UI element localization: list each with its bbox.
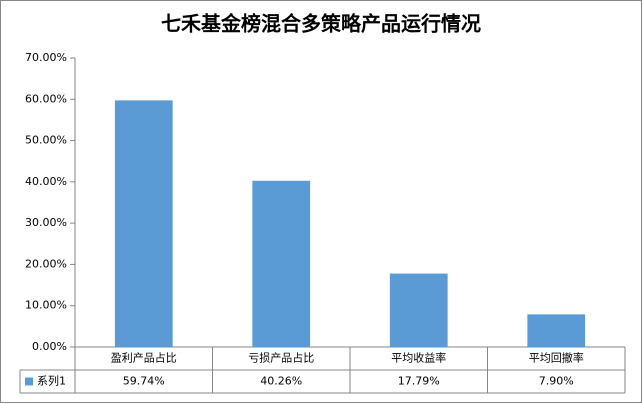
x-tick-label: 平均收益率: [391, 351, 446, 365]
table-value: 59.74%: [123, 375, 165, 388]
y-tick-label: 10.00%: [25, 299, 67, 312]
legend-key: [25, 377, 33, 386]
bar: [389, 273, 448, 347]
bar: [252, 180, 311, 347]
x-tick-label: 亏损产品占比: [248, 351, 314, 365]
y-tick-label: 40.00%: [25, 175, 67, 188]
y-tick-label: 60.00%: [25, 92, 67, 105]
bar: [114, 100, 173, 347]
y-tick-label: 20.00%: [25, 257, 67, 270]
bar: [527, 314, 586, 347]
y-tick-label: 70.00%: [25, 51, 67, 64]
chart-title: 七禾基金榜混合多策略产品运行情况: [161, 12, 481, 36]
y-tick-label: 0.00%: [32, 340, 67, 353]
y-tick-label: 50.00%: [25, 134, 67, 147]
x-tick-label: 盈利产品占比: [111, 351, 177, 365]
table-value: 40.26%: [260, 375, 302, 388]
x-tick-label: 平均回撤率: [529, 351, 584, 365]
y-tick-label: 30.00%: [25, 216, 67, 229]
legend-label: 系列1: [37, 374, 66, 388]
table-value: 7.90%: [539, 375, 574, 388]
table-value: 17.79%: [398, 375, 440, 388]
